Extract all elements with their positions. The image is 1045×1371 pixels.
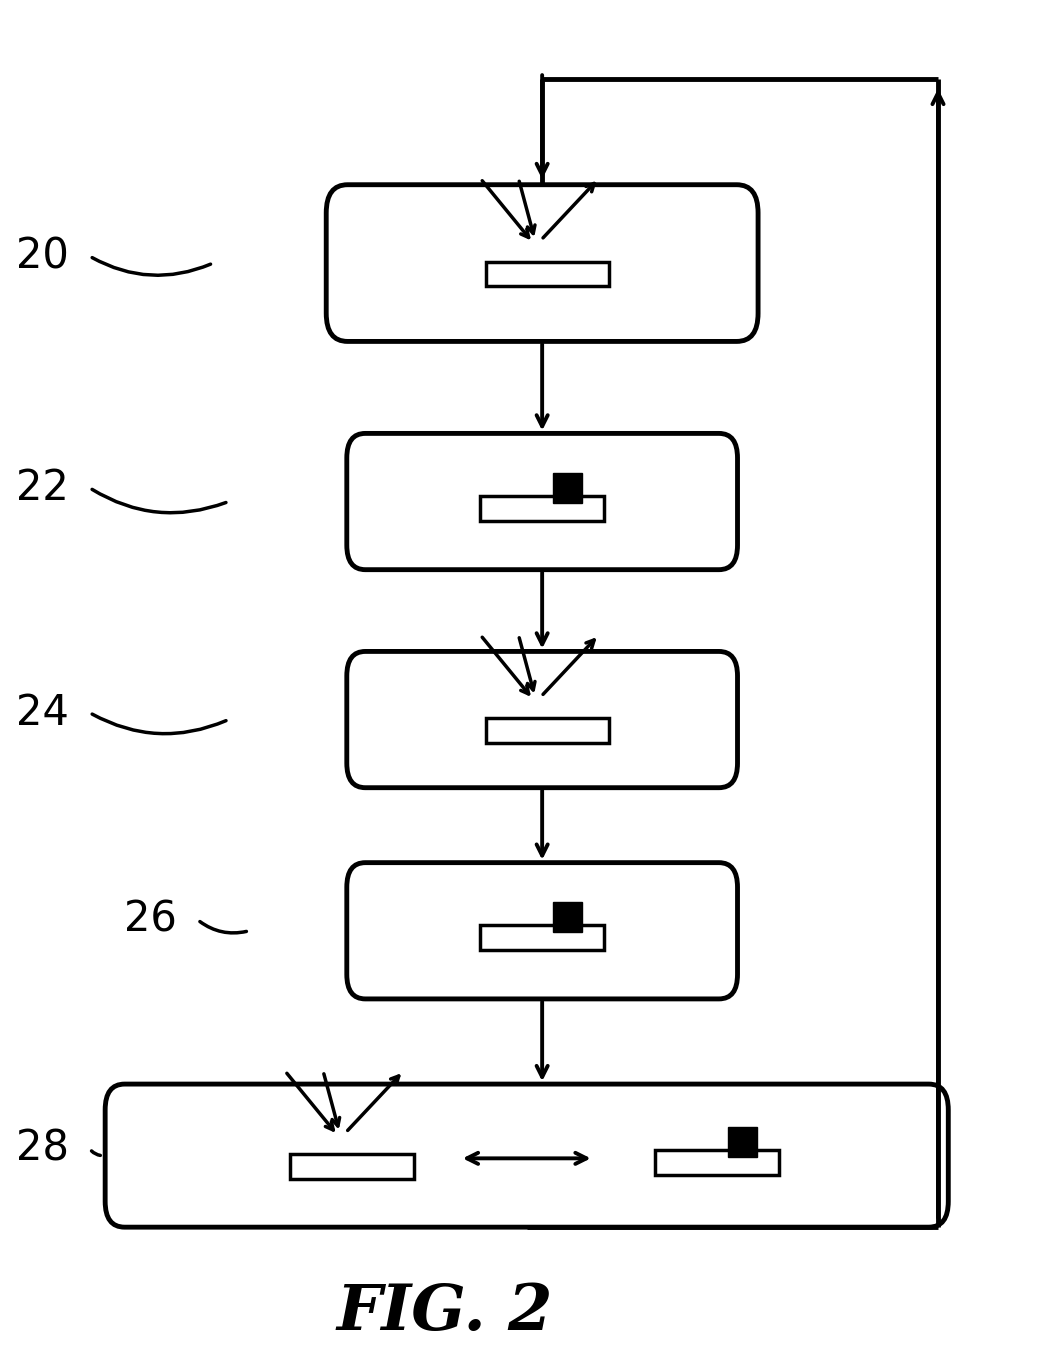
- Text: 22: 22: [17, 468, 69, 509]
- FancyBboxPatch shape: [291, 1154, 414, 1179]
- Text: 26: 26: [124, 899, 178, 941]
- Text: 24: 24: [17, 692, 69, 733]
- Text: FIG. 2: FIG. 2: [336, 1282, 553, 1344]
- FancyBboxPatch shape: [481, 925, 604, 950]
- FancyBboxPatch shape: [347, 433, 738, 570]
- FancyBboxPatch shape: [481, 496, 604, 521]
- FancyBboxPatch shape: [486, 718, 609, 743]
- FancyBboxPatch shape: [347, 651, 738, 788]
- FancyBboxPatch shape: [554, 902, 582, 932]
- FancyBboxPatch shape: [728, 1127, 757, 1157]
- FancyBboxPatch shape: [347, 862, 738, 999]
- FancyBboxPatch shape: [326, 185, 758, 341]
- FancyBboxPatch shape: [106, 1084, 948, 1227]
- Text: 20: 20: [17, 236, 69, 277]
- FancyBboxPatch shape: [486, 262, 609, 287]
- FancyBboxPatch shape: [554, 473, 582, 503]
- Text: 28: 28: [16, 1128, 69, 1169]
- FancyBboxPatch shape: [655, 1150, 779, 1175]
